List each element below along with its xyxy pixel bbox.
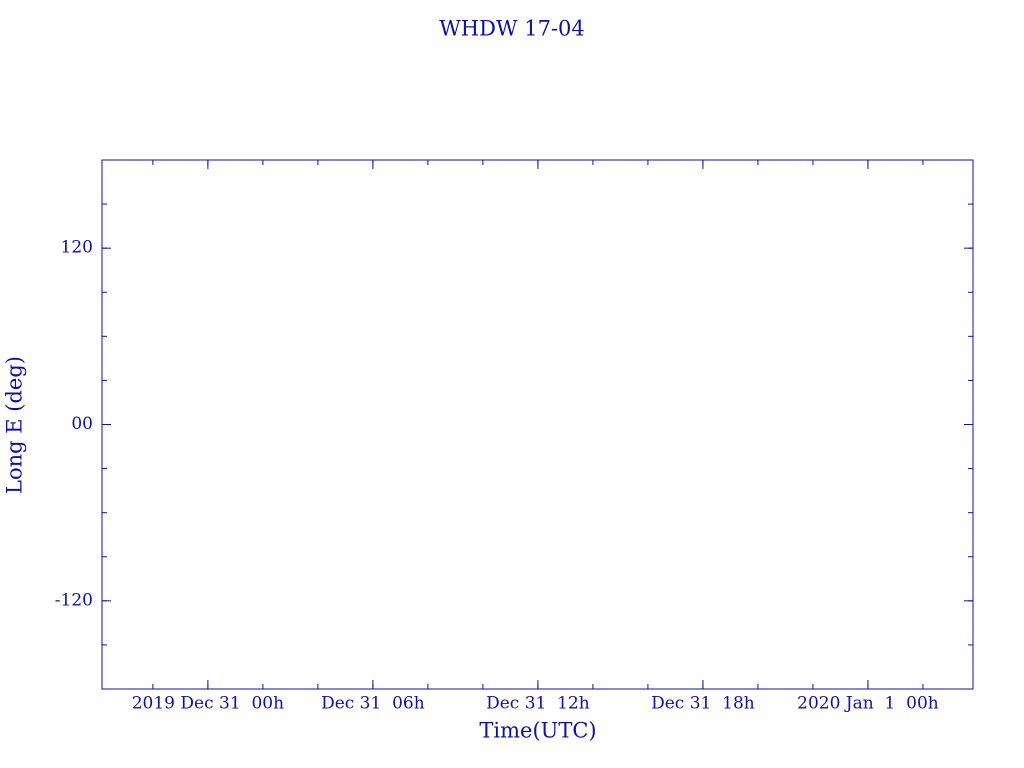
chart-title: WHDW 17-04 (439, 17, 585, 41)
y-tick-label: -120 (55, 590, 93, 610)
x-tick-label: Dec 31 06h (321, 694, 425, 714)
x-tick-label: 2019 Dec 31 00h (132, 694, 284, 714)
x-axis-title: Time(UTC) (479, 719, 596, 743)
x-tick-label: Dec 31 12h (486, 694, 590, 714)
plot-frame (101, 159, 974, 690)
y-tick-label: 00 (71, 414, 93, 434)
x-tick-label: 2020 Jan 1 00h (797, 694, 939, 714)
x-tick-label: Dec 31 18h (651, 694, 755, 714)
y-tick-label: 120 (61, 238, 93, 258)
y-axis-title: Long E (deg) (3, 356, 27, 494)
